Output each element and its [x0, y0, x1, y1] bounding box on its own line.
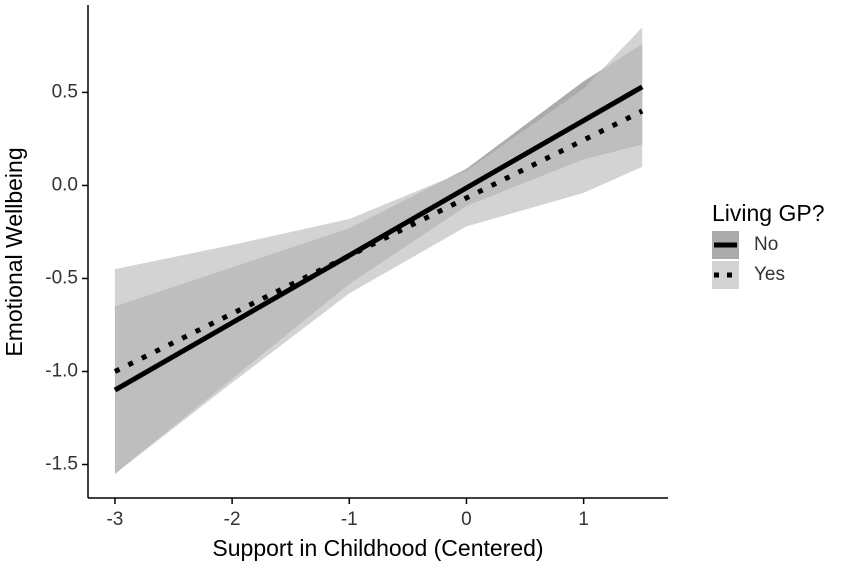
legend-title: Living GP? — [712, 200, 825, 226]
y-tick-label: 0.5 — [52, 81, 78, 102]
x-tick-label: -3 — [106, 509, 123, 530]
line — [113, 84, 644, 393]
line — [113, 108, 644, 374]
y-tick-label: -1.0 — [45, 361, 78, 382]
legend-label: No — [754, 234, 778, 255]
y-tick-label: -1.5 — [45, 454, 78, 475]
y-tick-label: 0.0 — [52, 174, 78, 195]
legend-label: Yes — [754, 264, 785, 285]
y-tick-label: -0.5 — [45, 267, 78, 288]
x-axis-title: Support in Childhood (Centered) — [212, 535, 543, 561]
confidence-band — [114, 27, 643, 474]
x-tick-label: 1 — [578, 509, 589, 530]
y-axis-title: Emotional Wellbeing — [1, 147, 27, 356]
x-tick-label: -2 — [224, 509, 241, 530]
x-tick-label: -1 — [341, 509, 358, 530]
x-tick-label: 0 — [461, 509, 472, 530]
